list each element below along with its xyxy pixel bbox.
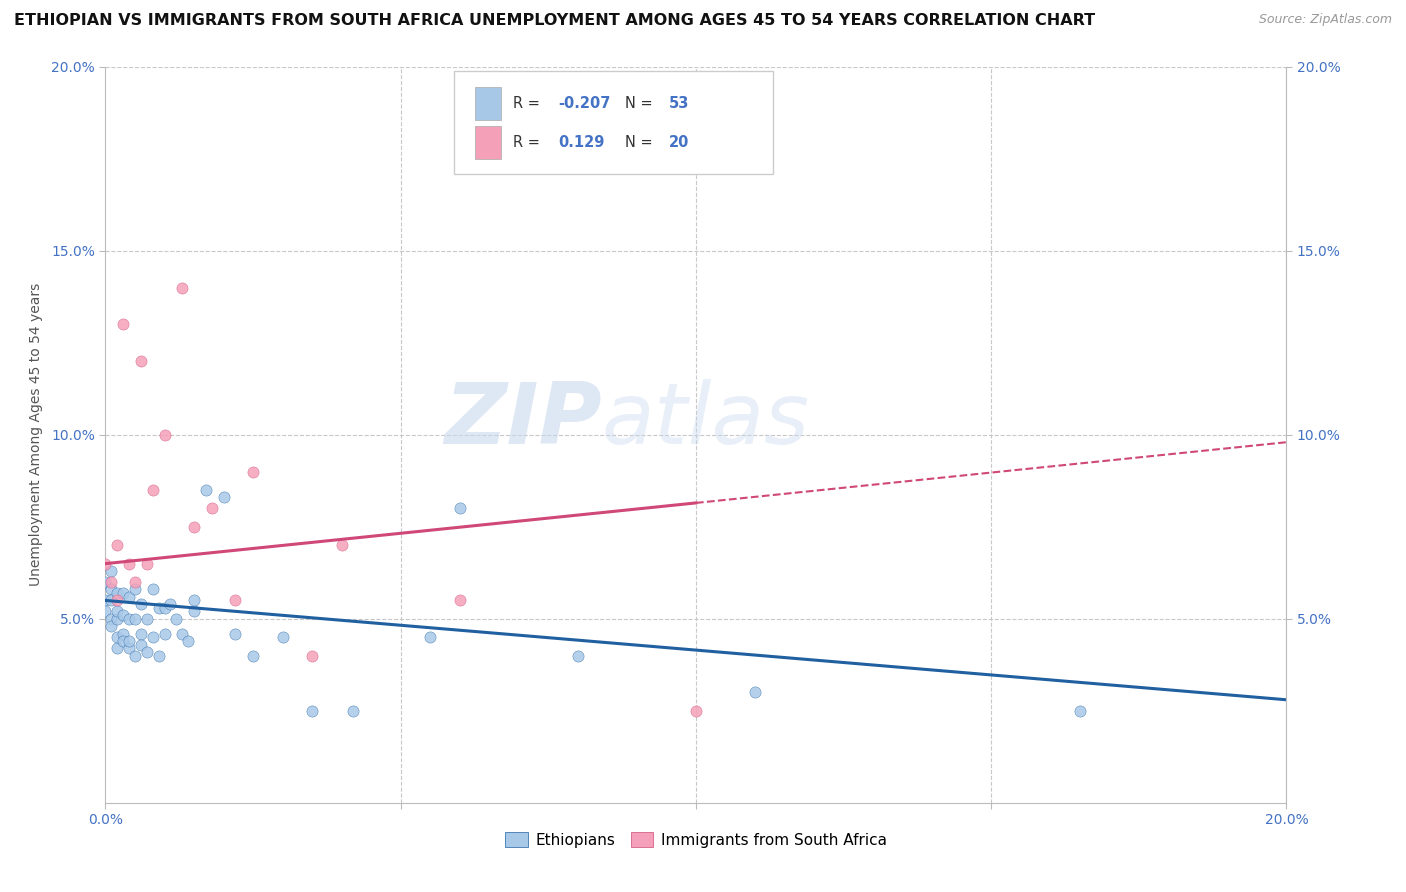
Point: [124, 575, 146, 590]
Point: [118, 612, 141, 626]
Point: [201, 501, 224, 516]
Text: atlas: atlas: [602, 378, 810, 462]
Point: [271, 630, 294, 644]
Point: [94, 575, 117, 590]
Point: [105, 630, 128, 644]
Point: [100, 593, 122, 607]
Point: [105, 612, 128, 626]
Point: [100, 575, 122, 590]
Text: 20: 20: [669, 136, 689, 150]
Point: [135, 645, 157, 659]
Point: [112, 318, 135, 332]
FancyBboxPatch shape: [475, 87, 501, 120]
Point: [242, 465, 264, 479]
Text: ZIP: ZIP: [444, 378, 602, 462]
Text: N =: N =: [626, 96, 658, 112]
Point: [153, 600, 176, 615]
Text: 53: 53: [669, 96, 689, 112]
Point: [105, 605, 128, 619]
Point: [129, 626, 152, 640]
Point: [112, 586, 135, 600]
Point: [172, 280, 194, 294]
Point: [449, 501, 471, 516]
Point: [183, 593, 205, 607]
Point: [118, 557, 141, 571]
Point: [129, 638, 152, 652]
Point: [105, 641, 128, 656]
Point: [165, 612, 187, 626]
Point: [567, 648, 589, 663]
Point: [100, 619, 122, 633]
Point: [135, 612, 157, 626]
Text: -0.207: -0.207: [558, 96, 610, 112]
Point: [118, 590, 141, 604]
Point: [135, 557, 157, 571]
Point: [685, 704, 707, 718]
Point: [744, 685, 766, 699]
Point: [224, 593, 246, 607]
Point: [153, 427, 176, 442]
Text: 0.129: 0.129: [558, 136, 605, 150]
Point: [172, 626, 194, 640]
Point: [118, 633, 141, 648]
Point: [100, 582, 122, 597]
Point: [159, 597, 181, 611]
Point: [224, 626, 246, 640]
Text: R =: R =: [513, 136, 548, 150]
Point: [129, 597, 152, 611]
Point: [419, 630, 441, 644]
Point: [100, 612, 122, 626]
Point: [94, 557, 117, 571]
Text: ETHIOPIAN VS IMMIGRANTS FROM SOUTH AFRICA UNEMPLOYMENT AMONG AGES 45 TO 54 YEARS: ETHIOPIAN VS IMMIGRANTS FROM SOUTH AFRIC…: [14, 13, 1095, 29]
Point: [94, 593, 117, 607]
Point: [112, 626, 135, 640]
Point: [1069, 704, 1091, 718]
Legend: Ethiopians, Immigrants from South Africa: Ethiopians, Immigrants from South Africa: [499, 826, 893, 854]
FancyBboxPatch shape: [454, 70, 773, 174]
Point: [105, 586, 128, 600]
Text: N =: N =: [626, 136, 658, 150]
Point: [142, 483, 165, 497]
Point: [194, 483, 217, 497]
Point: [449, 593, 471, 607]
Point: [242, 648, 264, 663]
Point: [330, 538, 353, 552]
Point: [148, 600, 170, 615]
Point: [148, 648, 170, 663]
Point: [177, 633, 200, 648]
Point: [124, 582, 146, 597]
Point: [129, 354, 152, 368]
Point: [142, 582, 165, 597]
Text: R =: R =: [513, 96, 544, 112]
Point: [301, 704, 323, 718]
Point: [301, 648, 323, 663]
Point: [105, 593, 128, 607]
Point: [112, 608, 135, 623]
Point: [142, 630, 165, 644]
Point: [94, 605, 117, 619]
Point: [105, 538, 128, 552]
Point: [183, 605, 205, 619]
Point: [100, 564, 122, 578]
Y-axis label: Unemployment Among Ages 45 to 54 years: Unemployment Among Ages 45 to 54 years: [30, 284, 42, 586]
Point: [112, 633, 135, 648]
Text: Source: ZipAtlas.com: Source: ZipAtlas.com: [1258, 13, 1392, 27]
Point: [342, 704, 364, 718]
Point: [212, 491, 235, 505]
FancyBboxPatch shape: [475, 126, 501, 159]
Point: [118, 641, 141, 656]
Point: [153, 626, 176, 640]
Point: [124, 648, 146, 663]
Point: [183, 520, 205, 534]
Point: [124, 612, 146, 626]
